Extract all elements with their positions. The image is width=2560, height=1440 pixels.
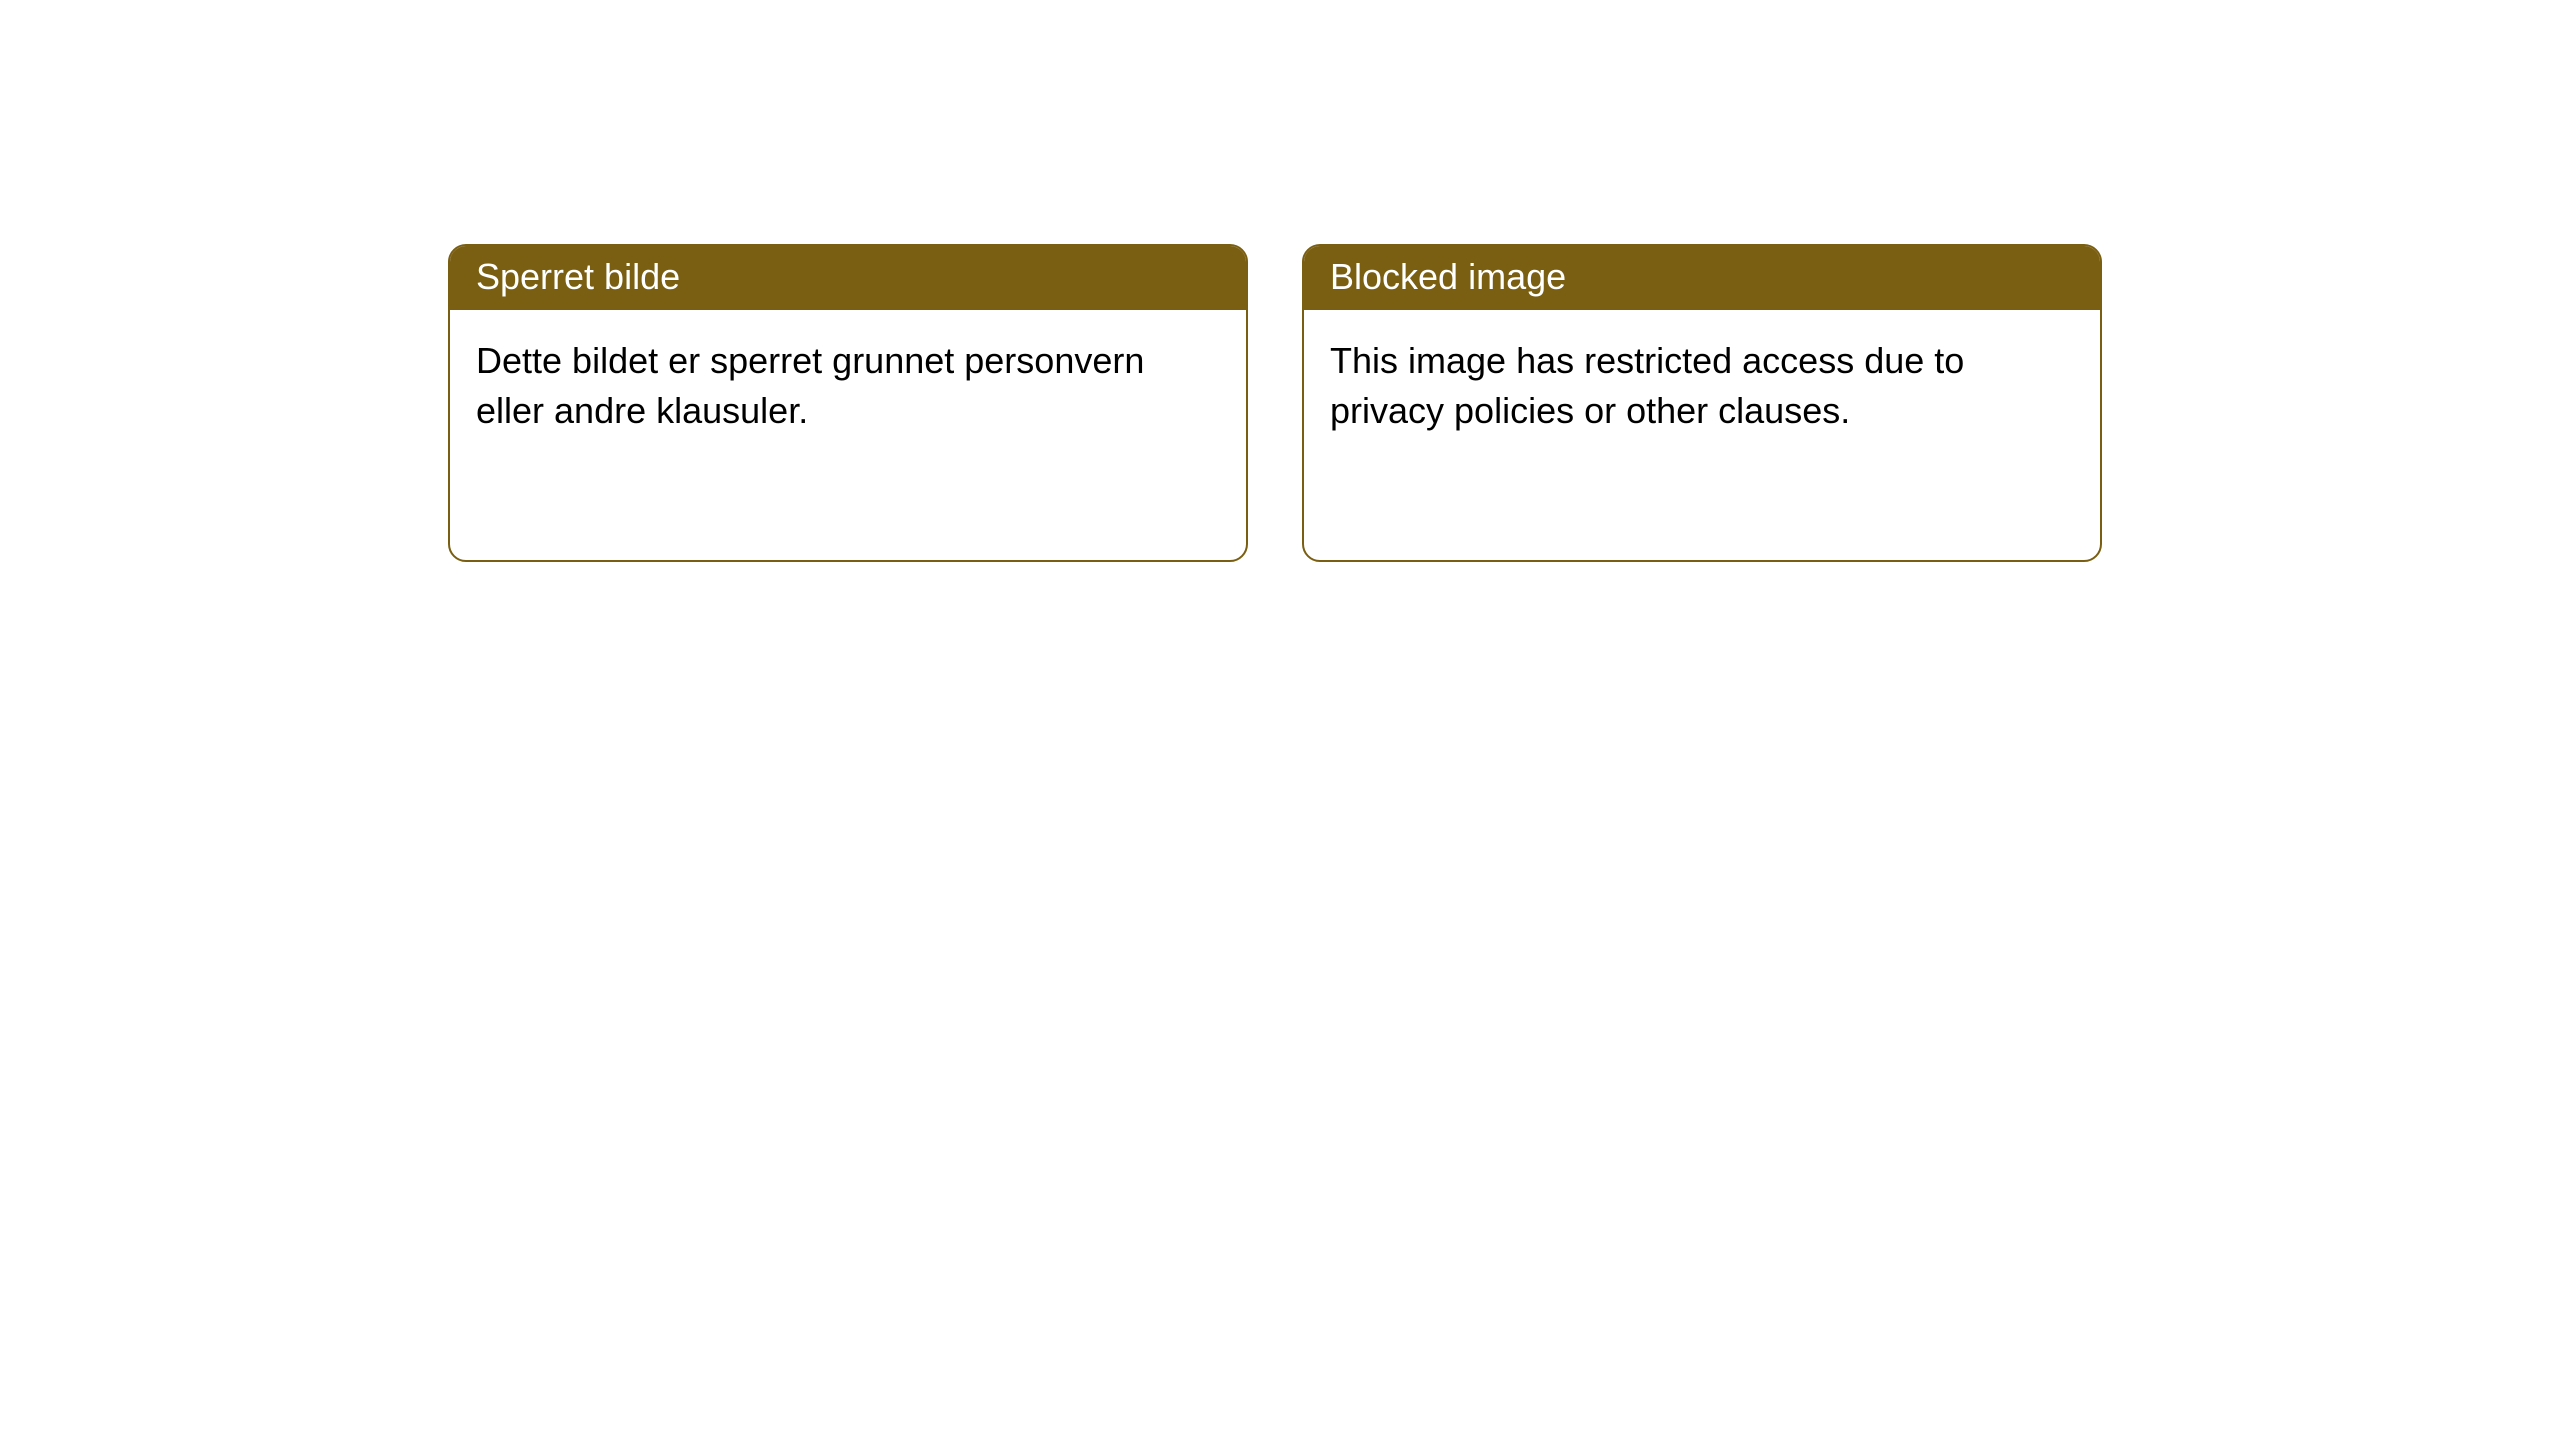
notice-card-body: This image has restricted access due to … (1304, 310, 2100, 560)
notice-card-no: Sperret bilde Dette bildet er sperret gr… (448, 244, 1248, 562)
notice-card-en: Blocked image This image has restricted … (1302, 244, 2102, 562)
notice-card-title: Blocked image (1304, 246, 2100, 310)
notice-card-body: Dette bildet er sperret grunnet personve… (450, 310, 1246, 560)
notice-card-title: Sperret bilde (450, 246, 1246, 310)
notice-cards-container: Sperret bilde Dette bildet er sperret gr… (448, 244, 2102, 562)
